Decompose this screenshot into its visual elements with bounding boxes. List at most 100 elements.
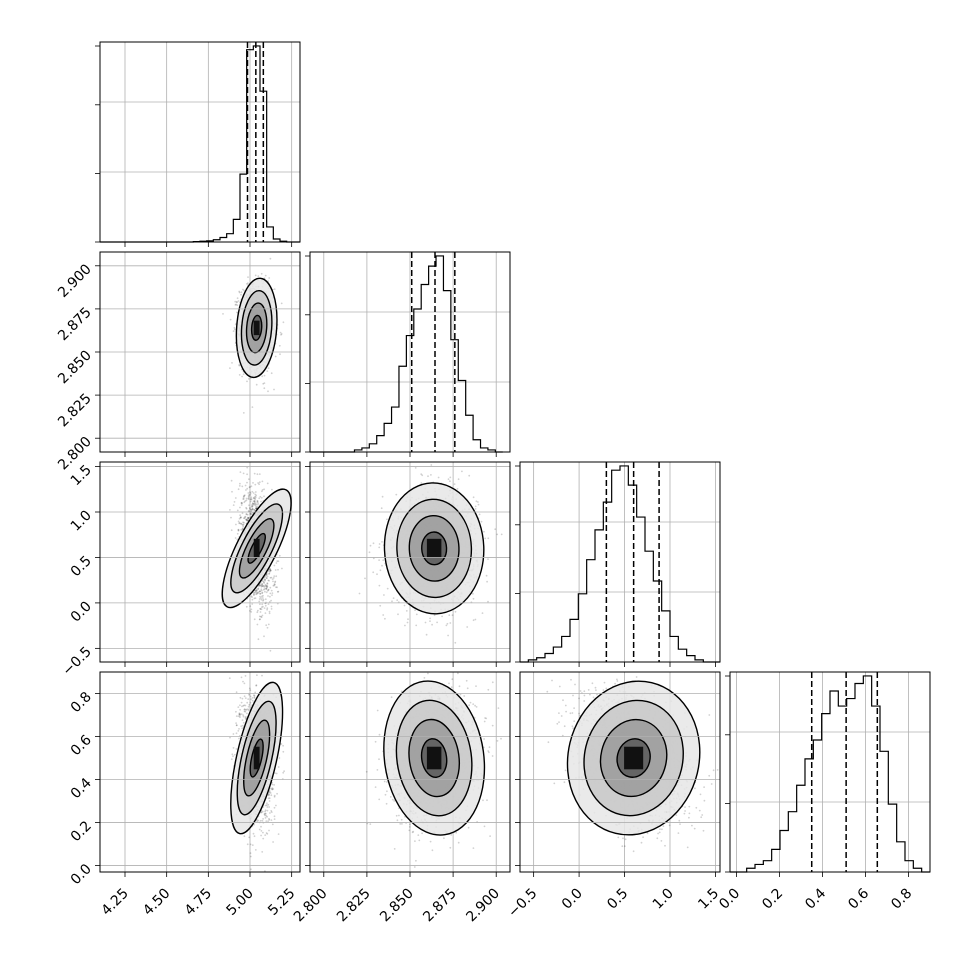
sample-point [243,501,246,504]
sample-point [477,503,480,506]
sample-point [240,676,243,679]
y-tick-label: 2.850 [55,348,95,388]
sample-point [259,595,261,598]
sample-point [238,517,241,520]
sample-point [249,610,251,612]
sample-point [269,576,272,579]
y-tick-label: 2.900 [55,261,95,301]
sample-point [279,331,282,334]
sample-point [237,529,240,531]
sample-point [244,516,246,519]
sample-point [485,574,488,577]
sample-point [259,607,262,610]
sample-point [397,613,399,616]
sample-point [255,503,258,506]
sample-point [406,621,409,624]
sample-point [265,585,268,588]
sample-point [263,635,265,638]
sample-point [267,603,270,605]
sample-point [260,496,263,499]
sample-point [246,466,249,469]
sample-point [267,390,269,393]
sample-point [241,502,244,505]
sample-point [260,500,262,503]
sample-point [246,481,248,484]
sample-point [378,543,381,545]
sample-point [266,608,268,611]
sample-point [236,509,239,512]
sample-point [241,375,244,378]
sample-point [273,564,276,567]
sample-point [261,480,264,483]
y-tick-label: 2.825 [55,391,95,431]
sample-point [246,513,249,516]
sample-point [239,516,242,519]
sample-point [255,383,258,386]
sample-point [253,597,256,600]
sample-point [274,355,277,358]
sample-point [242,523,245,526]
sample-point [260,598,263,601]
sample-point [278,344,281,347]
sample-point [269,592,272,595]
sample-point [265,587,267,590]
histogram-1 [310,255,503,453]
sample-point [236,532,239,535]
sample-point [260,615,262,618]
sample-point [259,495,262,498]
sample-point [271,488,273,491]
sample-point [251,406,254,408]
sample-point [267,570,270,573]
panel-3-0: 4.25 4.50 4.75 5.00 5.250.00.20.40.60.8 [68,671,301,919]
sample-point [255,507,257,509]
sample-point [245,499,248,502]
sample-point [249,508,252,511]
sample-point [246,487,249,490]
sample-point [237,300,240,302]
sample-point [244,484,247,487]
sample-point [263,607,266,609]
sample-point [254,274,257,277]
sample-point [222,313,224,315]
sample-point [255,591,258,594]
sample-point [238,374,241,376]
sample-point [384,617,386,620]
sample-point [236,311,238,314]
sample-point [257,503,259,506]
sample-point [478,513,481,516]
sample-point [480,520,483,523]
sample-point [261,603,264,606]
sample-point [273,388,275,391]
sample-point [424,621,427,624]
sample-point [258,598,261,600]
sample-point [415,613,418,616]
contour-level-1 [240,290,273,366]
sample-point [253,500,256,503]
sample-point [256,623,259,626]
sample-point [245,513,248,515]
sample-point [415,624,418,627]
sample-point [237,520,240,523]
histogram-2 [520,465,720,663]
sample-point [265,591,268,594]
sample-point [242,498,245,500]
sample-point [276,586,278,589]
sample-point [264,584,267,586]
sample-point [240,293,242,296]
sample-point [266,370,269,372]
sample-point [256,501,259,503]
sample-point [238,290,241,293]
sample-point [252,592,255,595]
sample-point [260,597,262,599]
sample-point [254,591,257,594]
contour-level-3 [250,314,263,341]
sample-point [246,380,248,383]
sample-point [256,473,259,476]
sample-point [447,634,449,637]
sample-point [281,567,283,570]
sample-point [238,363,241,366]
sample-point [242,525,245,528]
sample-point [383,594,385,596]
sample-point [242,412,245,414]
